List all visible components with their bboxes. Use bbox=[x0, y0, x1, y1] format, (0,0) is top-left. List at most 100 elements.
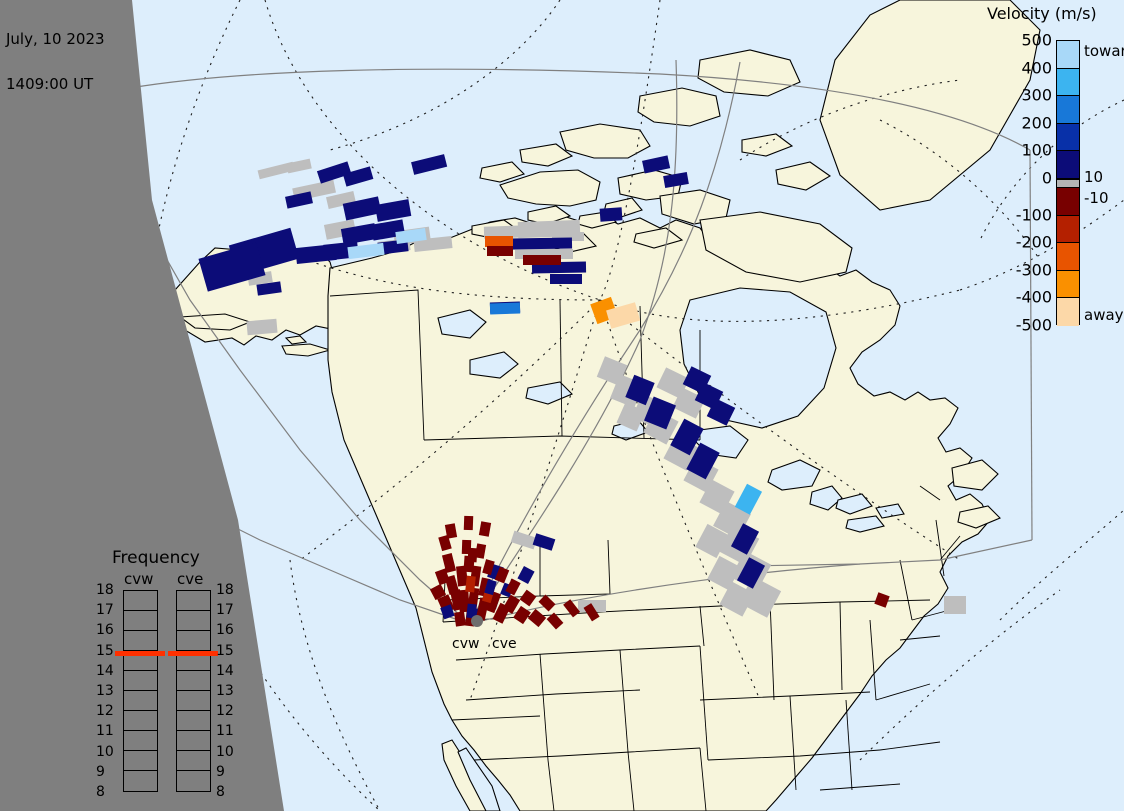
upper-threshold-label: 10 bbox=[1084, 168, 1104, 186]
colorbar-tick-0: 0 bbox=[1041, 168, 1052, 188]
colorbar-band-50 bbox=[1057, 151, 1079, 179]
aleutian-islands-2 bbox=[281, 343, 332, 357]
frequency-tick-left-16: 16 bbox=[96, 622, 114, 639]
lake-athabasca bbox=[525, 381, 573, 405]
gulf-of-california bbox=[457, 747, 501, 811]
arctic-island-i bbox=[775, 161, 832, 191]
aleutian-islands-3 bbox=[284, 335, 308, 345]
lake-erie bbox=[845, 515, 885, 533]
frequency-tick-left-17: 17 bbox=[96, 602, 114, 619]
timestamp: July, 10 2023 1409:00 UT bbox=[6, 2, 105, 122]
colorbar-band-250 bbox=[1057, 96, 1079, 124]
colorbar-band-0 bbox=[1057, 178, 1079, 188]
frequency-cell bbox=[177, 771, 210, 791]
frequency-cell bbox=[124, 691, 157, 711]
radar-site-label-cvw: cvw bbox=[452, 636, 480, 652]
velocity-cells bbox=[198, 154, 890, 630]
frequency-cell bbox=[177, 591, 210, 611]
frequency-tick-right-8: 8 bbox=[216, 784, 225, 800]
frequency-cell bbox=[124, 711, 157, 731]
ellesmere-south bbox=[637, 87, 721, 127]
frequency-cell bbox=[124, 611, 157, 631]
arctic-island-b bbox=[479, 161, 526, 183]
colorbar-band--350 bbox=[1057, 270, 1079, 299]
colorbar-tick-100: 100 bbox=[1021, 140, 1052, 160]
frequency-tick-left-11: 11 bbox=[96, 723, 114, 740]
velocity-legend-title: Velocity (m/s) bbox=[987, 4, 1097, 23]
frequency-cell bbox=[177, 631, 210, 651]
frequency-column-label-cve: cve bbox=[177, 570, 204, 588]
frequency-tick-left-9: 9 bbox=[96, 763, 105, 780]
frequency-cell bbox=[177, 711, 210, 731]
frequency-marker-cvw bbox=[115, 650, 165, 656]
lower-threshold-label: -10 bbox=[1084, 189, 1109, 207]
velocity-colorbar bbox=[1056, 40, 1080, 326]
frequency-tick-left-12: 12 bbox=[96, 703, 114, 720]
frequency-tick-right-14: 14 bbox=[216, 662, 234, 679]
frequency-cell bbox=[177, 751, 210, 771]
frequency-cell bbox=[124, 591, 157, 611]
frequency-column-label-cvw: cvw bbox=[124, 570, 154, 588]
arctic-island-d bbox=[527, 205, 572, 225]
colorbar-band--150 bbox=[1057, 215, 1079, 244]
frequency-tick-left-8: 8 bbox=[96, 784, 105, 800]
magnetic-grid bbox=[139, 0, 1124, 811]
frequency-cell bbox=[124, 671, 157, 691]
frequency-cell bbox=[177, 651, 210, 671]
political-borders bbox=[329, 289, 961, 811]
frequency-legend-title: Frequency bbox=[112, 548, 200, 568]
colorbar-band-350 bbox=[1057, 68, 1079, 97]
colorbar-tick-200: 200 bbox=[1021, 113, 1052, 133]
great-slave-lake bbox=[469, 351, 519, 379]
colorbar-tick-500: 500 bbox=[1021, 30, 1052, 50]
velocity-legend: Velocity (m/s) 500 400 300 200 100 0 -100 -200 -… bbox=[987, 4, 1124, 335]
lake-huron bbox=[835, 493, 873, 515]
frequency-marker-cve bbox=[168, 650, 218, 656]
frequency-cell bbox=[124, 771, 157, 791]
fov-boundaries bbox=[130, 59, 1033, 625]
banks-island bbox=[559, 123, 651, 159]
great-bear-lake bbox=[437, 309, 487, 339]
colorbar-tick-300: 300 bbox=[1021, 85, 1052, 105]
colorbar-band--450 bbox=[1057, 298, 1079, 326]
frequency-cell bbox=[124, 731, 157, 751]
frequency-tick-right-15: 15 bbox=[216, 642, 234, 659]
ellesmere-island bbox=[697, 49, 801, 97]
newfoundland bbox=[951, 459, 999, 491]
frequency-tick-right-9: 9 bbox=[216, 763, 225, 780]
frequency-tick-left-10: 10 bbox=[96, 743, 114, 760]
frequency-tick-left-15: 15 bbox=[96, 642, 114, 659]
arctic-island-a bbox=[519, 143, 574, 167]
radar-site-label-cve: cve bbox=[492, 636, 517, 652]
near-range-echoes bbox=[429, 515, 890, 630]
lake-michigan-huron bbox=[809, 485, 843, 511]
frequency-tick-left-14: 14 bbox=[96, 662, 114, 679]
frequency-tick-left-18: 18 bbox=[96, 582, 114, 598]
colorbar-tick--200: -200 bbox=[1015, 232, 1052, 252]
frequency-tick-right-10: 10 bbox=[216, 743, 234, 760]
colorbar-band-450 bbox=[1057, 41, 1079, 69]
frequency-cell bbox=[177, 691, 210, 711]
frequency-tick-right-11: 11 bbox=[216, 723, 234, 740]
frequency-tick-left-13: 13 bbox=[96, 683, 114, 699]
frequency-cell bbox=[124, 651, 157, 671]
timestamp-date: July, 10 2023 bbox=[6, 30, 105, 48]
aleutian-islands bbox=[178, 313, 252, 331]
toward-label: toward bbox=[1084, 42, 1124, 60]
frequency-tick-right-13: 13 bbox=[216, 683, 234, 699]
frequency-cell bbox=[177, 671, 210, 691]
frequency-tick-right-18: 18 bbox=[216, 582, 234, 598]
frequency-cell bbox=[124, 751, 157, 771]
baffin-island bbox=[699, 211, 853, 283]
frequency-tick-right-17: 17 bbox=[216, 602, 234, 619]
greenland bbox=[819, 0, 1041, 211]
colorbar-band--250 bbox=[1057, 243, 1079, 271]
left-mask bbox=[0, 0, 284, 811]
near-range-blue bbox=[440, 566, 535, 620]
colorbar-tick--400: -400 bbox=[1015, 287, 1052, 307]
colorbar-tick--300: -300 bbox=[1015, 260, 1052, 280]
frequency-bar-cvw bbox=[123, 590, 158, 792]
